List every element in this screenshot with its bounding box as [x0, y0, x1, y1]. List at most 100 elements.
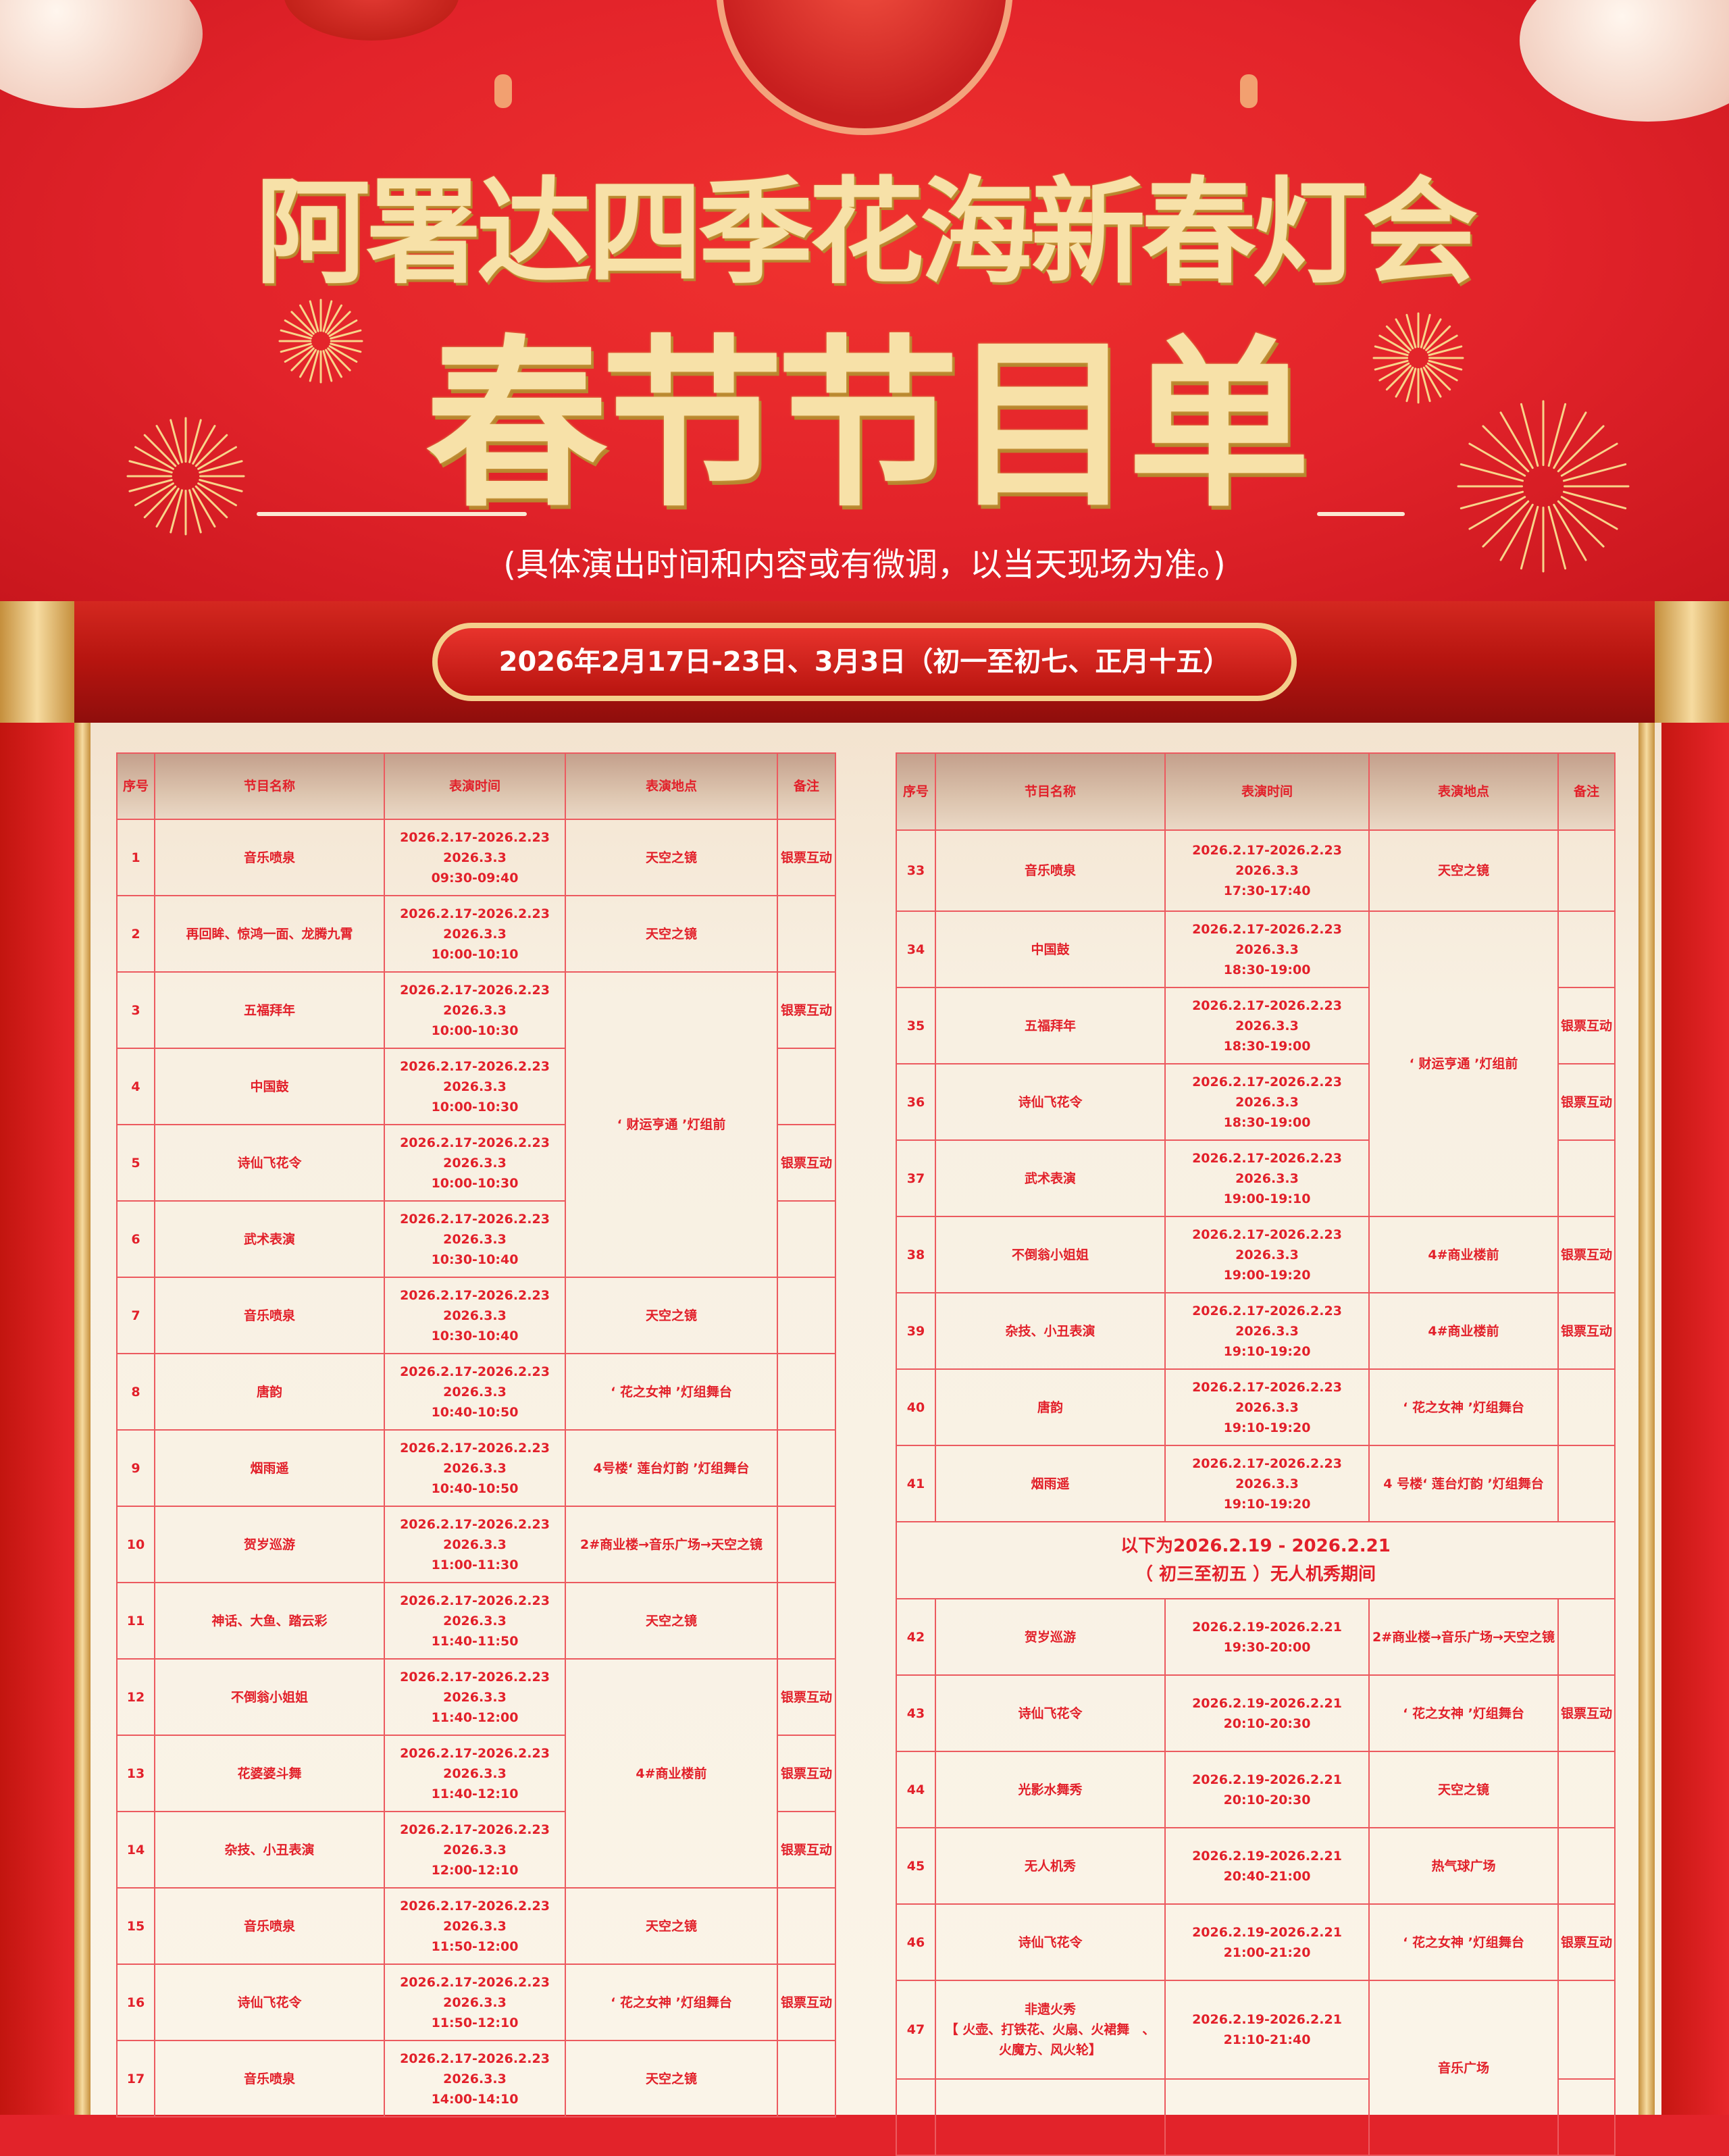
- show-time-line: 2026.2.19-2026.2.21: [1192, 1619, 1342, 1635]
- firework-ray: [195, 434, 228, 467]
- program-name-line: 杂技、小丑表演: [1005, 1323, 1095, 1339]
- show-time-line: 2026.3.3: [443, 926, 507, 942]
- program-name-line: 杂技、小丑表演: [224, 1842, 315, 1857]
- program-name: 音乐喷泉: [935, 829, 1166, 912]
- firework-ray: [1385, 365, 1412, 391]
- firework-ray: [1562, 463, 1627, 482]
- firework-ray: [1560, 442, 1618, 477]
- row-number: 44: [896, 1751, 936, 1828]
- program-name-line: 音乐喷泉: [1024, 863, 1076, 878]
- firework-ray: [155, 488, 180, 528]
- firework-ray: [280, 329, 312, 340]
- show-time-line: 2026.3.3: [443, 1231, 507, 1247]
- note: 银票互动: [777, 819, 836, 896]
- program-name-line: 音乐喷泉: [243, 2071, 295, 2086]
- table-row: 47 非遗火秀【 火壶、打铁花、火扇、火裙舞 、火魔方、风火轮】 2026.2.19…: [896, 1980, 1616, 2156]
- show-time-line: 2026.3.3: [443, 1079, 507, 1094]
- firework-ray: [290, 347, 315, 371]
- row-number: 45: [896, 1827, 936, 1905]
- row-number: 43: [896, 1674, 936, 1752]
- row-number: [896, 2078, 936, 2156]
- firework-ray: [1468, 442, 1526, 477]
- show-time-line: 21:10-21:40: [1223, 2032, 1311, 2047]
- note: 银票互动: [1557, 1216, 1616, 1293]
- show-time-line: 11:40-12:10: [431, 1786, 519, 1801]
- show-time: 2026.2.17-2026.2.23 2026.3.3 09:30-09:40: [384, 819, 566, 896]
- show-time-line: 20:40-21:00: [1223, 1868, 1311, 1884]
- firework-ray: [1420, 367, 1431, 403]
- show-time: [1164, 2078, 1370, 2156]
- col-header-name: 节目名称: [935, 752, 1166, 831]
- program-name: 无人机秀: [935, 1827, 1166, 1905]
- note: 银票互动: [1557, 1292, 1616, 1370]
- show-time-line: 17:30-17:40: [1223, 883, 1311, 898]
- show-time-line: 10:00-10:30: [431, 1023, 519, 1038]
- program-name-line: 诗仙飞花令: [237, 1995, 302, 2010]
- firework-ray: [143, 434, 177, 467]
- program-name-line: 武术表演: [1024, 1171, 1076, 1186]
- firework-ray: [322, 350, 333, 382]
- show-time-line: 2026.2.19-2026.2.21: [1192, 1924, 1342, 1940]
- program-name-line: 武术表演: [243, 1231, 295, 1247]
- firework-ray: [1499, 411, 1534, 469]
- show-time-line: 2026.3.3: [1235, 1171, 1299, 1186]
- note: [1557, 1827, 1616, 1905]
- program-name-line: 五福拜年: [1024, 1018, 1076, 1033]
- table-row: 41 烟雨遥 2026.2.17-2026.2.23 2026.3.3 19:10-19…: [896, 1445, 1616, 1522]
- table-row: 17 音乐喷泉 2026.2.17-2026.2.23 2026.3.3 14:00-1…: [116, 2040, 836, 2118]
- firework-ray: [1428, 345, 1463, 357]
- program-name-line: 诗仙飞花令: [1018, 1094, 1083, 1110]
- table-row: 8 唐韵 2026.2.17-2026.2.23 2026.3.3 10:40-10:5…: [116, 1353, 836, 1431]
- firework-ray: [309, 350, 319, 382]
- table-row: 9 烟雨遥 2026.2.17-2026.2.23 2026.3.3 10:40-10:…: [116, 1429, 836, 1507]
- row-number: 8: [116, 1353, 155, 1431]
- show-time-line: 19:10-19:20: [1223, 1496, 1311, 1512]
- note: 银票互动: [1557, 1063, 1616, 1141]
- show-time: 2026.2.17-2026.2.23 2026.3.3 10:00-10:30: [384, 1048, 566, 1125]
- location: 热气球广场: [1368, 1827, 1559, 1905]
- row-number: 14: [116, 1811, 155, 1889]
- show-time: 2026.2.17-2026.2.23 2026.3.3 18:30-19:00: [1164, 1063, 1370, 1141]
- cloud-decoration: [284, 0, 459, 41]
- note: [1557, 1751, 1616, 1828]
- location: 音乐广场: [1368, 1980, 1559, 2156]
- show-time-line: 2026.2.17-2026.2.23: [400, 1211, 550, 1227]
- table-header-row: 序号 节目名称 表演时间 表演地点 备注: [896, 752, 1616, 831]
- program-name-line: 中国鼓: [1031, 942, 1070, 957]
- rail-right: [1638, 723, 1655, 2115]
- show-time: 2026.2.17-2026.2.23 2026.3.3 10:30-10:40: [384, 1200, 566, 1278]
- firework-ray: [1425, 325, 1451, 351]
- row-number: 3: [116, 971, 155, 1049]
- firework-ray: [1547, 505, 1567, 570]
- firework-ray: [1557, 500, 1605, 548]
- table-row: 7 音乐喷泉 2026.2.17-2026.2.23 2026.3.3 10:30-10…: [116, 1277, 836, 1354]
- program-name: 音乐喷泉: [154, 819, 385, 896]
- table-row: 11 神话、大鱼、踏云彩 2026.2.17-2026.2.23 2026.3.3 11…: [116, 1582, 836, 1660]
- firework-ray: [188, 489, 202, 534]
- show-time-line: 2026.3.3: [443, 1613, 507, 1628]
- program-name: 贺岁巡游: [154, 1506, 385, 1583]
- note: 银票互动: [777, 1124, 836, 1202]
- show-time-line: 2026.2.19-2026.2.21: [1192, 1695, 1342, 1711]
- show-time-line: 10:00-10:30: [431, 1175, 519, 1191]
- row-number: 17: [116, 2040, 155, 2118]
- show-time-line: 10:40-10:50: [431, 1481, 519, 1496]
- show-time-line: 19:30-20:00: [1223, 1639, 1311, 1655]
- show-time-line: 2026.2.19-2026.2.21: [1192, 2012, 1342, 2027]
- show-time-line: 2026.3.3: [443, 1995, 507, 2010]
- show-time-line: 2026.2.19-2026.2.21: [1192, 1848, 1342, 1864]
- note: [1557, 2078, 1616, 2156]
- firework-ray: [1405, 313, 1417, 349]
- location: 4号楼‘ 莲台灯韵 ’灯组舞台: [565, 1429, 778, 1507]
- show-time-line: 2026.3.3: [443, 1842, 507, 1857]
- firework-ray: [134, 446, 174, 470]
- firework-ray: [1460, 463, 1524, 482]
- program-name: 不倒翁小姐姐: [154, 1658, 385, 1736]
- row-number: 1: [116, 819, 155, 896]
- table-row: 35 五福拜年 2026.2.17-2026.2.23 2026.3.3 18:30-1…: [896, 987, 1616, 1064]
- show-time-line: 2026.2.17-2026.2.23: [1192, 1456, 1342, 1471]
- show-time: 2026.2.17-2026.2.23 2026.3.3 18:30-19:00: [1164, 910, 1370, 988]
- show-time-line: 2026.2.17-2026.2.23: [1192, 921, 1342, 937]
- location: 天空之镜: [1368, 829, 1559, 912]
- firework-ray: [1378, 334, 1410, 354]
